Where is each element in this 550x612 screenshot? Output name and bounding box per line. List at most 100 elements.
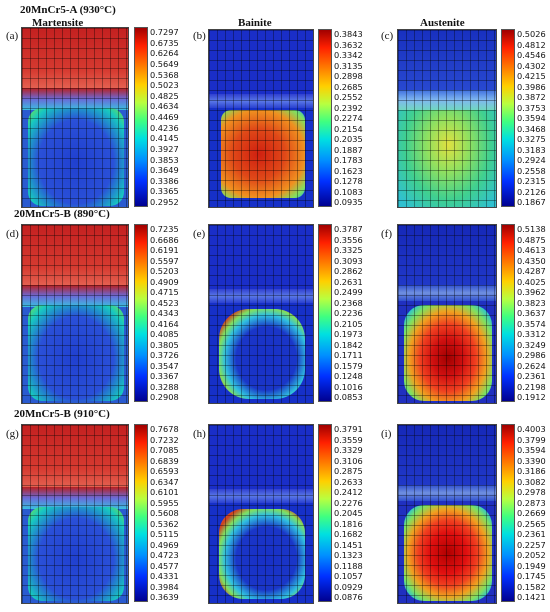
- colorbar-tick-label: 0.4343: [150, 308, 179, 318]
- colorbar-tick-label: 0.3106: [334, 455, 363, 466]
- colorbar-tick-label: 0.3805: [150, 339, 179, 350]
- colorbar-tick-label: 0.3183: [517, 144, 546, 155]
- colorbar-tick-label: 0.4875: [517, 234, 546, 245]
- panel-b-tick-labels: 0.3843 0.3632 0.3342 0.3135 0.2898 0.2685 0.25…: [334, 29, 378, 207]
- colorbar-tick-label: 0.2898: [334, 71, 363, 81]
- panel-letter-d: (d): [6, 228, 19, 240]
- colorbar-tick-label: 0.4164: [150, 318, 179, 329]
- colorbar-tick-label: 0.3135: [334, 60, 363, 71]
- colorbar-tick-label: 0.7235: [150, 224, 179, 234]
- colorbar-tick-label: 0.1016: [334, 381, 363, 392]
- panel-i-colorbar: [501, 424, 515, 602]
- panel-h-contour-map: [208, 424, 314, 604]
- colorbar-tick-label: 0.7297: [150, 27, 179, 37]
- colorbar-tick-label: 0.1579: [334, 360, 363, 371]
- colorbar-tick-label: 0.5115: [150, 529, 179, 539]
- colorbar-tick-label: 0.7678: [150, 424, 179, 434]
- colorbar-tick-label: 0.4287: [517, 266, 546, 276]
- colorbar-tick-label: 0.3843: [334, 29, 363, 39]
- colorbar-tick-label: 0.2361: [517, 529, 546, 539]
- colorbar-tick-label: 0.3639: [150, 592, 179, 602]
- colorbar-tick-label: 0.6264: [150, 48, 179, 59]
- panel-i-tick-labels: 0.4003 0.3799 0.3594 0.3390 0.3186 0.3082 0.29…: [517, 424, 550, 602]
- colorbar-tick-label: 0.5023: [150, 80, 179, 91]
- colorbar-tick-label: 0.4215: [517, 71, 546, 81]
- colorbar-tick-label: 0.5203: [150, 266, 179, 276]
- panel-d-tick-labels: 0.7235 0.6686 0.6191 0.5597 0.5203 0.4909 0.47…: [150, 224, 194, 402]
- colorbar-tick-label: 0.3547: [150, 360, 179, 371]
- colorbar-tick-label: 0.3637: [517, 308, 546, 318]
- colorbar-tick-label: 0.3367: [150, 371, 179, 381]
- colorbar-tick-label: 0.3791: [334, 424, 363, 434]
- panel-letter-g: (g): [6, 428, 19, 440]
- colorbar-tick-label: 0.6593: [150, 466, 179, 476]
- colorbar-tick-label: 0.3962: [517, 287, 546, 297]
- colorbar-tick-label: 0.2908: [150, 392, 179, 402]
- colorbar-tick-label: 0.2669: [517, 508, 546, 518]
- colorbar-tick-label: 0.2368: [334, 297, 363, 308]
- panel-letter-b: (b): [193, 30, 206, 42]
- colorbar-tick-label: 0.3823: [517, 297, 546, 308]
- panel-h-colorbar: [318, 424, 332, 602]
- colorbar-tick-label: 0.1582: [517, 581, 546, 592]
- panel-b-colorbar: [318, 29, 332, 207]
- colorbar-tick-label: 0.1421: [517, 592, 546, 602]
- colorbar-tick-label: 0.2558: [517, 165, 546, 176]
- colorbar-tick-label: 0.4302: [517, 60, 546, 71]
- panel-letter-e: (e): [193, 228, 206, 240]
- colorbar-tick-label: 0.2257: [517, 539, 546, 550]
- colorbar-tick-label: 0.1745: [517, 571, 546, 581]
- colorbar-tick-label: 0.5597: [150, 255, 179, 266]
- colorbar-tick-label: 0.3082: [517, 476, 546, 487]
- panel-g-tick-labels: 0.7678 0.7232 0.7085 0.6839 0.6593 0.6347 0.61…: [150, 424, 194, 602]
- colorbar-tick-label: 0.3787: [334, 224, 363, 234]
- panel-b-contour-map: [208, 29, 314, 208]
- colorbar-tick-label: 0.3559: [334, 434, 363, 445]
- colorbar-tick-label: 0.7232: [150, 434, 179, 445]
- colorbar-tick-label: 0.3275: [517, 134, 546, 144]
- colorbar-tick-label: 0.3726: [150, 350, 179, 360]
- colorbar-tick-label: 0.4613: [517, 245, 546, 255]
- colorbar-tick-label: 0.2126: [517, 186, 546, 197]
- panel-letter-h: (h): [193, 428, 206, 440]
- colorbar-tick-label: 0.4331: [150, 571, 179, 581]
- colorbar-tick-label: 0.3872: [517, 92, 546, 102]
- colorbar-tick-label: 0.4350: [517, 255, 546, 266]
- colorbar-tick-label: 0.2924: [517, 155, 546, 165]
- colorbar-tick-label: 0.1188: [334, 560, 363, 571]
- colorbar-tick-label: 0.2361: [517, 371, 546, 381]
- colorbar-tick-label: 0.2052: [517, 550, 546, 560]
- colorbar-tick-label: 0.3186: [517, 466, 546, 476]
- colorbar-tick-label: 0.6839: [150, 455, 179, 466]
- panel-c-tick-labels: 0.5026 0.4812 0.4546 0.4302 0.4215 0.3986 0.38…: [517, 29, 550, 207]
- colorbar-tick-label: 0.1949: [517, 560, 546, 571]
- colorbar-tick-label: 0.3342: [334, 50, 363, 60]
- colorbar-tick-label: 0.5368: [150, 69, 179, 80]
- colorbar-tick-label: 0.3390: [517, 455, 546, 466]
- colorbar-tick-label: 0.2685: [334, 81, 363, 92]
- panel-e-contour-map: [208, 224, 314, 404]
- colorbar-tick-label: 0.3093: [334, 255, 363, 266]
- row-label-b-910: 20MnCr5-B (910°C): [14, 408, 110, 420]
- colorbar-tick-label: 0.3927: [150, 143, 179, 154]
- colorbar-tick-label: 0.3986: [517, 81, 546, 92]
- panel-letter-f: (f): [381, 228, 392, 240]
- colorbar-tick-label: 0.3853: [150, 154, 179, 165]
- panel-letter-i: (i): [381, 428, 392, 440]
- colorbar-tick-label: 0.2045: [334, 508, 363, 518]
- panel-e-tick-labels: 0.3787 0.3556 0.3325 0.3093 0.2862 0.2631 0.24…: [334, 224, 378, 402]
- colorbar-tick-label: 0.2412: [334, 487, 363, 497]
- colorbar-tick-label: 0.4025: [517, 276, 546, 287]
- colorbar-tick-label: 0.6347: [150, 476, 179, 487]
- colorbar-tick-label: 0.2873: [517, 497, 546, 508]
- colorbar-tick-label: 0.4145: [150, 133, 179, 144]
- colorbar-tick-label: 0.7085: [150, 445, 179, 455]
- colorbar-tick-label: 0.3329: [334, 445, 363, 455]
- colorbar-tick-label: 0.2633: [334, 476, 363, 487]
- colorbar-tick-label: 0.0876: [334, 592, 363, 602]
- colorbar-tick-label: 0.2978: [517, 487, 546, 497]
- colorbar-tick-label: 0.2631: [334, 276, 363, 287]
- colorbar-tick-label: 0.2499: [334, 287, 363, 297]
- colorbar-tick-label: 0.2274: [334, 113, 363, 123]
- colorbar-tick-label: 0.0929: [334, 581, 363, 592]
